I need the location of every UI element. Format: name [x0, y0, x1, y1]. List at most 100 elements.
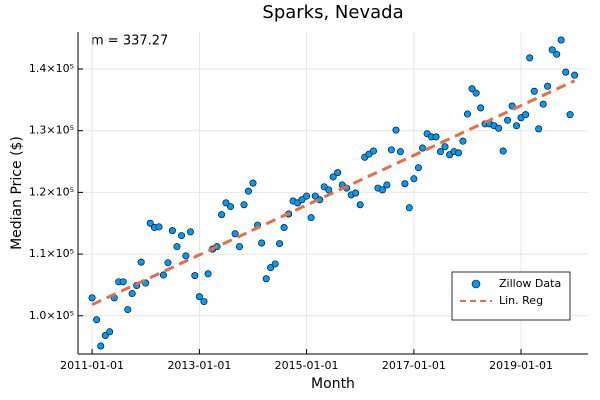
- data-point: [419, 144, 427, 152]
- data-point: [463, 110, 471, 118]
- data-point: [137, 258, 145, 266]
- data-point: [182, 252, 190, 260]
- data-point: [155, 223, 163, 231]
- data-point: [164, 259, 172, 267]
- data-point: [329, 173, 337, 181]
- data-point: [311, 192, 319, 200]
- data-point: [240, 201, 248, 209]
- data-point: [119, 278, 127, 286]
- data-point: [267, 264, 275, 272]
- data-point: [325, 186, 333, 194]
- y-tick-label: 1.0×10⁵: [29, 309, 74, 322]
- x-tick-label: 2013-01-01: [167, 359, 231, 372]
- data-point: [88, 294, 96, 302]
- data-point: [472, 89, 480, 97]
- data-point: [535, 125, 543, 133]
- data-point: [405, 204, 413, 212]
- legend-label: Zillow Data: [499, 277, 561, 290]
- x-axis-label: Month: [311, 376, 355, 392]
- data-point: [106, 328, 114, 336]
- data-point: [387, 146, 395, 154]
- data-point: [97, 342, 105, 350]
- data-point: [522, 111, 530, 119]
- annotation: m = 337.27: [91, 34, 168, 49]
- data-point: [441, 143, 449, 151]
- data-point: [477, 104, 485, 112]
- data-point: [93, 316, 101, 324]
- y-tick-label: 1.4×10⁵: [29, 62, 74, 75]
- data-point: [222, 199, 230, 207]
- data-point: [101, 331, 109, 339]
- data-point: [177, 232, 185, 240]
- legend-box: [451, 271, 571, 321]
- y-tick-label: 1.1×10⁵: [29, 247, 74, 260]
- data-point: [356, 201, 364, 209]
- data-point: [146, 219, 154, 227]
- data-point: [499, 147, 507, 155]
- x-tick-label: 2017-01-01: [382, 359, 446, 372]
- data-point: [258, 239, 266, 247]
- y-tick-label: 1.2×10⁵: [29, 185, 74, 198]
- x-tick-label: 2019-01-01: [489, 359, 553, 372]
- data-point: [495, 124, 503, 132]
- legend-marker: [471, 279, 481, 289]
- data-point: [227, 203, 235, 211]
- data-point: [231, 230, 239, 238]
- data-point: [173, 243, 181, 251]
- data-point: [307, 214, 315, 222]
- x-tick-label: 2015-01-01: [275, 359, 339, 372]
- data-point: [530, 87, 538, 95]
- data-point: [455, 149, 463, 157]
- data-point: [128, 290, 136, 298]
- data-point: [557, 36, 565, 44]
- data-point: [334, 169, 342, 177]
- data-point: [168, 227, 176, 235]
- data-point: [539, 100, 547, 108]
- data-point: [186, 228, 194, 236]
- data-point: [504, 116, 512, 124]
- data-point: [392, 126, 400, 134]
- data-point: [276, 240, 284, 248]
- data-point: [414, 164, 422, 172]
- data-point: [378, 186, 386, 194]
- data-point: [124, 306, 132, 314]
- data-point: [352, 189, 360, 197]
- data-point: [548, 46, 556, 54]
- data-point: [513, 122, 521, 130]
- data-point: [262, 275, 270, 283]
- data-point: [244, 187, 252, 195]
- data-point: [562, 68, 570, 76]
- data-point: [401, 180, 409, 188]
- data-point: [204, 270, 212, 278]
- data-point: [370, 147, 378, 155]
- data-point: [383, 181, 391, 189]
- data-point: [159, 271, 167, 279]
- data-point: [249, 179, 257, 187]
- data-point: [571, 71, 579, 79]
- data-point: [218, 211, 226, 219]
- data-point: [271, 260, 279, 268]
- regression-line: [91, 79, 576, 307]
- data-point: [235, 243, 243, 251]
- y-tick-label: 1.3×10⁵: [29, 124, 74, 137]
- data-point: [200, 298, 208, 306]
- data-point: [191, 272, 199, 280]
- data-point: [459, 137, 467, 145]
- data-point: [195, 293, 203, 301]
- data-point: [436, 148, 444, 156]
- data-point: [410, 175, 418, 183]
- x-tick-label: 2011-01-01: [60, 359, 124, 372]
- data-point: [544, 82, 552, 90]
- data-point: [280, 224, 288, 232]
- data-point: [566, 111, 574, 119]
- data-point: [396, 148, 404, 156]
- data-point: [298, 196, 306, 204]
- data-point: [432, 133, 440, 141]
- data-point: [526, 54, 534, 62]
- legend-label: Lin. Reg: [499, 294, 543, 307]
- chart-title: Sparks, Nevada: [262, 2, 403, 23]
- data-point: [303, 192, 311, 200]
- y-axis-label: Median Price ($): [9, 136, 25, 250]
- data-point: [468, 85, 476, 93]
